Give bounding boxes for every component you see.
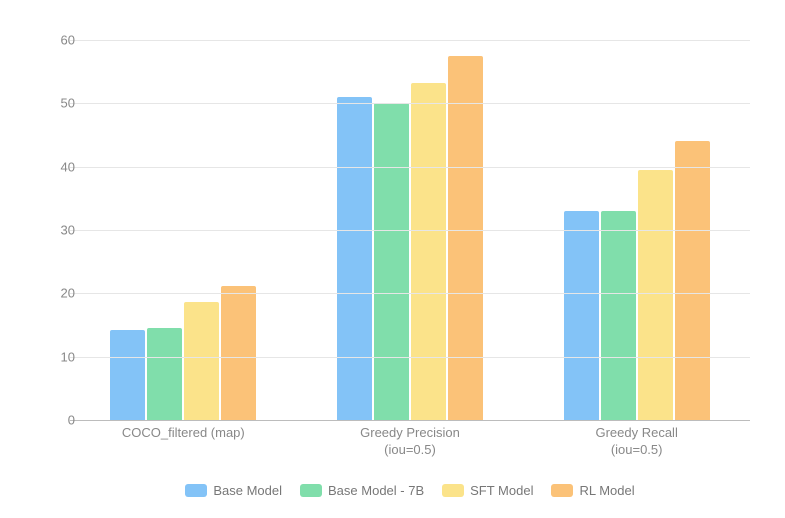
grid-line [70, 167, 750, 168]
legend-swatch [551, 484, 573, 497]
bar [448, 56, 483, 420]
legend-label: SFT Model [470, 483, 533, 498]
legend-item: Base Model - 7B [300, 483, 424, 498]
y-tick-label: 30 [61, 223, 75, 238]
y-tick-label: 0 [68, 413, 75, 428]
legend: Base Model Base Model - 7B SFT Model RL Mod… [70, 483, 750, 498]
legend-swatch [442, 484, 464, 497]
legend-label: Base Model [213, 483, 282, 498]
x-tick-label: Greedy Recall(iou=0.5) [528, 425, 745, 459]
y-tick-label: 40 [61, 159, 75, 174]
bar [374, 103, 409, 420]
bar [184, 302, 219, 420]
legend-item: RL Model [551, 483, 634, 498]
bar [675, 141, 710, 420]
bar [638, 170, 673, 420]
x-tick-label: COCO_filtered (map) [75, 425, 292, 442]
bar [411, 83, 446, 420]
bar [564, 211, 599, 420]
grid-line [70, 293, 750, 294]
x-tick-label-line: (iou=0.5) [302, 442, 519, 459]
x-tick-label-line: Greedy Precision [302, 425, 519, 442]
y-tick-label: 60 [61, 33, 75, 48]
bar [147, 328, 182, 420]
grid-line [70, 420, 750, 421]
grid-line [70, 357, 750, 358]
legend-label: RL Model [579, 483, 634, 498]
plot-area [70, 40, 750, 420]
x-tick-label-line: Greedy Recall [528, 425, 745, 442]
bar [601, 211, 636, 420]
x-tick-label-line: COCO_filtered (map) [75, 425, 292, 442]
bar [110, 330, 145, 420]
x-tick-label: Greedy Precision(iou=0.5) [302, 425, 519, 459]
legend-item: SFT Model [442, 483, 533, 498]
grid-line [70, 103, 750, 104]
grid-line [70, 40, 750, 41]
legend-label: Base Model - 7B [328, 483, 424, 498]
legend-swatch [300, 484, 322, 497]
x-tick-label-line: (iou=0.5) [528, 442, 745, 459]
legend-swatch [185, 484, 207, 497]
y-tick-label: 10 [61, 349, 75, 364]
grid-line [70, 230, 750, 231]
y-tick-label: 50 [61, 96, 75, 111]
bar [221, 286, 256, 420]
bar [337, 97, 372, 420]
y-tick-label: 20 [61, 286, 75, 301]
bar-chart: COCO_filtered (map)Greedy Precision(iou=… [20, 20, 765, 498]
legend-item: Base Model [185, 483, 282, 498]
